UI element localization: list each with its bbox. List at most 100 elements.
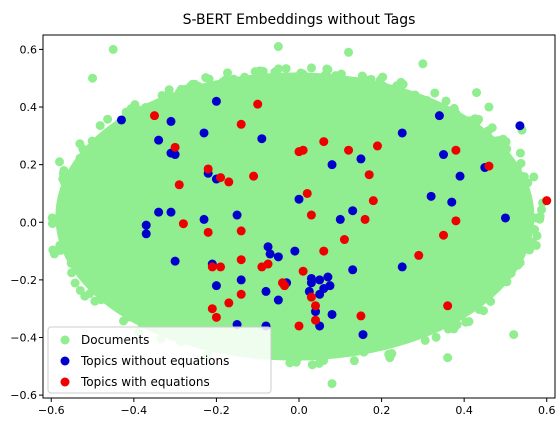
y-tick-label: 0.2	[20, 159, 38, 172]
document-point	[495, 245, 505, 255]
topic-with-equations-point	[203, 227, 213, 237]
topic-without-equations-point	[335, 214, 345, 224]
document-point	[486, 297, 496, 307]
document-point	[161, 308, 171, 318]
document-point	[283, 350, 293, 360]
topic-without-equations-point	[265, 249, 275, 259]
document-point	[512, 163, 522, 173]
document-point	[270, 67, 280, 77]
document-point	[79, 173, 89, 183]
document-point	[453, 284, 463, 294]
document-point	[157, 90, 167, 100]
document-point	[105, 139, 115, 149]
legend-marker	[60, 356, 70, 366]
topic-without-equations-point	[327, 160, 337, 170]
topic-with-equations-point	[224, 298, 234, 308]
topic-without-equations-point	[325, 281, 335, 291]
document-point	[193, 81, 203, 91]
document-point	[96, 275, 106, 285]
document-point	[326, 348, 336, 358]
topic-without-equations-point	[211, 281, 221, 291]
document-point	[80, 291, 90, 301]
document-point	[176, 318, 186, 328]
topic-without-equations-point	[141, 229, 151, 239]
document-point	[118, 316, 128, 326]
topic-without-equations-point	[170, 256, 180, 266]
document-point	[77, 245, 87, 255]
document-point	[430, 88, 440, 98]
document-point	[525, 245, 535, 255]
document-point	[436, 123, 446, 133]
document-point	[507, 214, 517, 224]
document-point	[298, 337, 308, 347]
document-point	[127, 138, 137, 148]
topic-with-equations-point	[311, 301, 321, 311]
document-point	[499, 270, 509, 280]
document-point	[493, 254, 503, 264]
document-point	[509, 330, 519, 340]
document-point	[484, 287, 494, 297]
document-point	[273, 81, 283, 91]
topic-with-equations-point	[319, 137, 329, 147]
document-point	[156, 111, 166, 121]
document-point	[134, 111, 144, 121]
topic-with-equations-point	[236, 226, 246, 236]
document-point	[414, 116, 424, 126]
document-point	[502, 277, 512, 287]
topic-without-equations-point	[348, 265, 358, 275]
topic-with-equations-point	[451, 216, 461, 226]
topic-with-equations-point	[484, 161, 494, 171]
document-point	[73, 182, 83, 192]
document-point	[448, 294, 458, 304]
topic-with-equations-point	[249, 171, 259, 181]
document-point	[350, 328, 360, 338]
document-point	[325, 73, 335, 83]
document-point	[487, 123, 497, 133]
document-point	[452, 320, 462, 330]
legend-label: Topics without equations	[80, 354, 229, 368]
document-point	[55, 243, 65, 253]
topic-with-equations-point	[306, 210, 316, 220]
topic-with-equations-point	[207, 262, 217, 272]
document-point	[281, 64, 291, 74]
document-point	[144, 316, 154, 326]
document-point	[348, 338, 358, 348]
topic-with-equations-point	[311, 315, 321, 325]
document-point	[427, 117, 437, 127]
topic-with-equations-point	[319, 246, 329, 256]
document-point	[445, 309, 455, 319]
document-point	[396, 77, 406, 87]
document-point	[506, 241, 516, 251]
topic-without-equations-point	[439, 150, 449, 160]
y-tick-label: −0.4	[10, 332, 37, 345]
topic-with-equations-point	[224, 177, 234, 187]
document-point	[515, 237, 525, 247]
document-point	[82, 252, 92, 262]
document-point	[196, 98, 206, 108]
document-point	[119, 285, 129, 295]
topic-with-equations-point	[174, 180, 184, 190]
document-point	[89, 181, 99, 191]
document-point	[97, 159, 107, 169]
document-point	[176, 84, 186, 94]
document-point	[113, 144, 123, 154]
document-point	[67, 234, 77, 244]
chart-title: S-BERT Embeddings without Tags	[183, 12, 416, 28]
document-point	[443, 324, 453, 334]
document-point	[114, 275, 124, 285]
document-point	[477, 282, 487, 292]
document-point	[455, 134, 465, 144]
document-point	[105, 279, 115, 289]
topic-with-equations-point	[178, 219, 188, 229]
topic-without-equations-point	[211, 96, 221, 106]
topic-without-equations-point	[154, 135, 164, 145]
document-point	[496, 177, 506, 187]
topic-with-equations-point	[372, 141, 382, 151]
topic-without-equations-point	[273, 295, 283, 305]
document-point	[407, 101, 417, 111]
document-point	[88, 205, 98, 215]
document-point	[72, 197, 82, 207]
document-point	[410, 90, 420, 100]
document-point	[91, 262, 101, 272]
document-point	[108, 44, 118, 54]
